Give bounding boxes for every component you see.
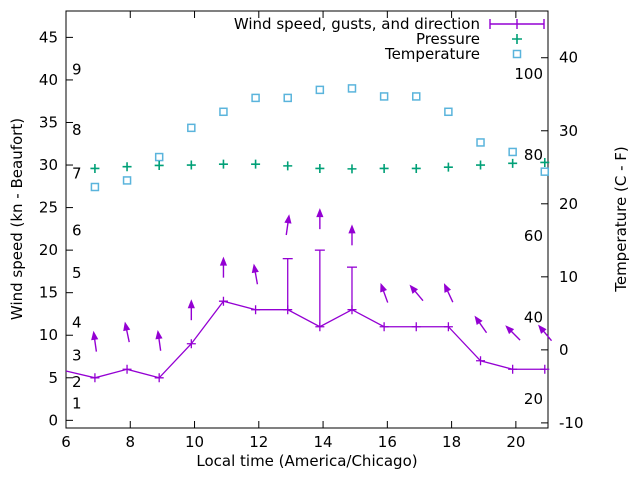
svg-text:60: 60 [524, 227, 543, 245]
wind-errorbar-sample-icon [486, 17, 548, 31]
legend-row-wind: Wind speed, gusts, and direction [233, 14, 548, 33]
svg-text:3: 3 [72, 347, 82, 365]
svg-text:6: 6 [72, 222, 82, 240]
left-axis-title: Wind speed (kn - Beaufort) [8, 117, 26, 321]
svg-text:20: 20 [559, 195, 578, 213]
svg-text:35: 35 [39, 113, 58, 131]
svg-text:80: 80 [524, 146, 543, 164]
svg-text:14: 14 [314, 433, 333, 451]
svg-text:10: 10 [185, 433, 204, 451]
svg-text:8: 8 [125, 433, 135, 451]
svg-text:4: 4 [72, 313, 82, 331]
svg-text:16: 16 [378, 433, 397, 451]
legend-label-pressure: Pressure [415, 29, 480, 48]
legend-label-wind: Wind speed, gusts, and direction [233, 14, 480, 33]
x-axis-title: Local time (America/Chicago) [196, 452, 418, 470]
svg-text:1: 1 [72, 394, 82, 412]
svg-text:5: 5 [72, 264, 82, 282]
svg-text:9: 9 [72, 61, 82, 79]
svg-text:25: 25 [39, 199, 58, 217]
svg-text:40: 40 [559, 49, 578, 67]
svg-text:20: 20 [524, 390, 543, 408]
svg-text:6: 6 [61, 433, 71, 451]
svg-text:10: 10 [39, 326, 58, 344]
svg-text:12: 12 [249, 433, 268, 451]
svg-text:40: 40 [39, 71, 58, 89]
svg-text:20: 20 [506, 433, 525, 451]
svg-text:30: 30 [559, 122, 578, 140]
legend: Wind speed, gusts, and direction Pressur… [233, 14, 548, 63]
svg-text:18: 18 [442, 433, 461, 451]
legend-row-pressure: Pressure [234, 29, 548, 48]
svg-text:40: 40 [524, 309, 543, 327]
temperature-square-sample-icon [486, 47, 548, 61]
svg-text:0: 0 [48, 411, 58, 429]
svg-text:7: 7 [72, 165, 82, 183]
svg-text:100: 100 [514, 65, 543, 83]
right-axis-title: Temperature (C - F) [612, 146, 630, 292]
svg-text:30: 30 [39, 156, 58, 174]
svg-text:-10: -10 [559, 414, 584, 432]
pressure-plus-sample-icon [486, 32, 548, 46]
legend-row-temperature: Temperature [234, 44, 548, 63]
svg-text:0: 0 [559, 341, 569, 359]
svg-text:10: 10 [559, 268, 578, 286]
legend-label-temperature: Temperature [384, 44, 480, 63]
svg-text:20: 20 [39, 241, 58, 259]
svg-text:45: 45 [39, 28, 58, 46]
svg-text:5: 5 [48, 369, 58, 387]
svg-text:15: 15 [39, 284, 58, 302]
svg-text:2: 2 [72, 373, 82, 391]
svg-text:8: 8 [72, 121, 82, 139]
